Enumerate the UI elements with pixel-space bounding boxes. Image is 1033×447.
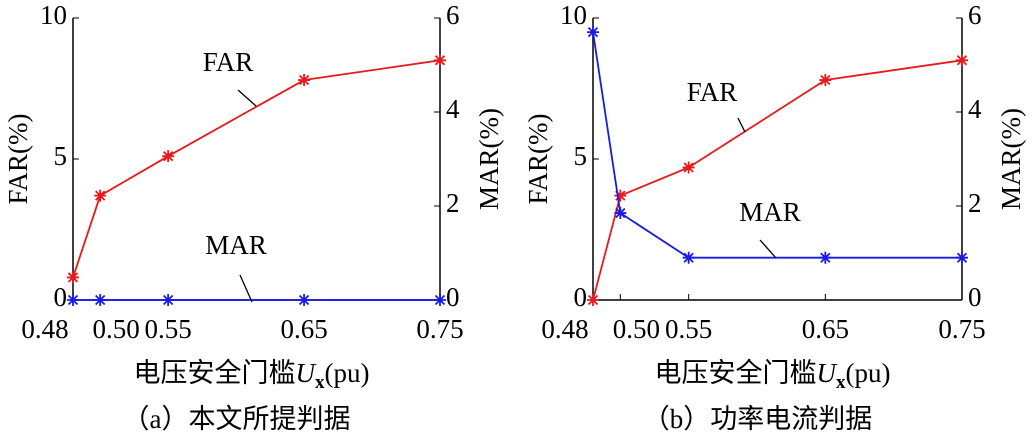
x-tick-label: 0.75: [938, 314, 985, 344]
x-tick-label: 0.48: [541, 314, 588, 344]
series-annotation: FAR: [687, 77, 738, 107]
x-tick-label: 0.75: [416, 314, 463, 344]
y2-axis-label: MAR(%): [474, 108, 504, 210]
y-tick-label: 5: [54, 141, 68, 171]
x-label-var: U: [817, 358, 838, 388]
marker: [94, 189, 107, 202]
caption: （b）功率电流判据: [643, 404, 873, 434]
marker: [67, 271, 79, 284]
x-tick-label: 0.65: [280, 314, 327, 344]
x-tick-label: 0.55: [145, 314, 192, 344]
x-tick-label: 0.50: [93, 314, 140, 344]
series-annotation: MAR: [205, 230, 267, 260]
x-label-sub: x: [836, 372, 846, 393]
y2-tick-label: 2: [446, 188, 460, 218]
series-line: [592, 59, 963, 301]
y-axis-label: FAR(%): [3, 114, 33, 205]
y-tick-label: 5: [574, 141, 588, 171]
series-annotation: MAR: [739, 197, 801, 227]
x-tick-label: 0.65: [802, 314, 849, 344]
marker: [162, 294, 175, 306]
y-tick-label: 10: [560, 0, 587, 30]
marker: [614, 189, 627, 202]
marker: [67, 294, 79, 306]
x-tick-label: 0.48: [21, 314, 68, 344]
marker: [434, 294, 446, 306]
marker: [956, 54, 968, 67]
marker: [298, 294, 311, 306]
y-tick-label: 10: [40, 0, 67, 30]
x-label-unit: (pu): [846, 358, 891, 388]
annotation-leader: [759, 239, 777, 259]
marker: [819, 74, 832, 87]
y2-tick-label: 2: [968, 188, 982, 218]
marker: [614, 207, 627, 220]
x-label-sub: x: [315, 372, 325, 393]
y2-tick-label: 6: [968, 0, 982, 30]
caption: （a）本文所提判据: [123, 404, 351, 434]
y-tick-label: 0: [54, 282, 68, 312]
y2-tick-label: 6: [446, 0, 460, 30]
x-label-unit: (pu): [325, 358, 370, 388]
x-label-text: 电压安全门槛: [134, 358, 296, 388]
y2-axis-label: MAR(%): [996, 108, 1026, 210]
x-axis-label: 电压安全门槛Ux(pu): [655, 358, 891, 393]
marker: [682, 251, 695, 264]
series-annotation: FAR: [203, 47, 254, 77]
marker: [587, 294, 599, 306]
annotation-leader: [239, 274, 253, 303]
x-tick-label: 0.55: [665, 314, 712, 344]
marker: [298, 74, 311, 87]
annotation-leader: [237, 89, 257, 107]
y2-tick-label: 4: [446, 94, 460, 124]
marker: [587, 26, 599, 39]
marker: [819, 251, 832, 264]
annotation-leader: [737, 117, 746, 133]
marker: [162, 150, 175, 163]
x-label-text: 电压安全门槛: [655, 358, 817, 388]
y-axis-label: FAR(%): [523, 114, 553, 205]
y-tick-label: 0: [574, 282, 588, 312]
marker: [682, 161, 695, 174]
marker: [434, 54, 446, 67]
x-tick-label: 0.50: [613, 314, 660, 344]
x-axis-label: 电压安全门槛Ux(pu): [134, 358, 370, 393]
y2-tick-label: 0: [968, 282, 982, 312]
marker: [956, 251, 968, 264]
y2-tick-label: 0: [446, 282, 460, 312]
x-label-var: U: [296, 358, 317, 388]
y2-tick-label: 4: [968, 94, 982, 124]
marker: [94, 294, 107, 306]
